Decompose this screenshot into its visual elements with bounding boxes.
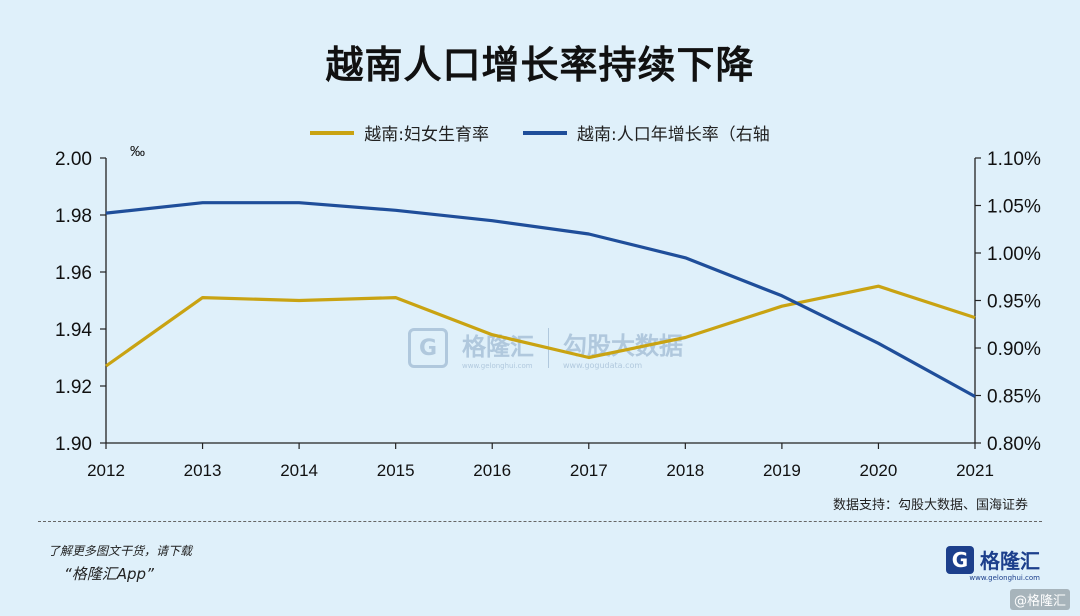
brand-logo: G 格隆汇	[946, 545, 1040, 574]
promo-line-2: “格隆汇App”	[64, 565, 154, 583]
x-tick-label: 2013	[184, 461, 222, 480]
x-tick-label: 2017	[570, 461, 608, 480]
source-note: 数据支持：勾股大数据、国海证券	[832, 498, 1028, 513]
left-tick-label: 1.92	[55, 377, 92, 398]
brand-logo-url: www.gelonghui.com	[969, 574, 1040, 582]
x-tick-label: 2021	[956, 461, 994, 480]
x-tick-label: 2019	[763, 461, 801, 480]
right-tick-label: 0.90%	[987, 339, 1041, 360]
legend-swatch-fertility	[310, 130, 355, 135]
left-tick-label: 1.96	[55, 263, 92, 284]
brand-logo-icon: G	[946, 545, 974, 574]
promo-line-1: 了解更多图文干货，请下载	[48, 544, 193, 558]
x-tick-label: 2012	[87, 461, 125, 480]
x-tick-label: 2015	[377, 461, 415, 480]
legend-item-fertility: 越南:妇女生育率	[310, 120, 489, 145]
left-tick-label: 1.90	[55, 434, 92, 455]
x-tick-label: 2018	[666, 461, 704, 480]
legend: 越南:妇女生育率 越南:人口年增长率（右轴	[0, 120, 1080, 145]
x-tick-label: 2020	[860, 461, 898, 480]
right-tick-label: 1.10%	[987, 149, 1041, 170]
corner-watermark: @格隆汇	[1009, 589, 1070, 610]
chart-title: 越南人口增长率持续下降	[325, 43, 755, 87]
legend-item-growth: 越南:人口年增长率（右轴	[523, 120, 770, 145]
left-tick-label: 1.94	[55, 320, 92, 341]
series-line-growth	[105, 201, 976, 398]
watermark-data-url: www.gogudata.com	[563, 361, 643, 370]
legend-swatch-growth	[523, 130, 567, 135]
watermark-brand-url: www.gelonghui.com	[462, 361, 533, 370]
watermark-logo-icon: G	[408, 328, 448, 368]
footer-divider	[38, 521, 1042, 522]
right-tick-label: 1.05%	[987, 197, 1041, 218]
left-axis-unit: ‰	[130, 143, 145, 160]
series-line-fertility	[105, 284, 976, 368]
x-tick-label: 2016	[473, 461, 511, 480]
right-tick-label: 1.00%	[987, 244, 1041, 265]
left-tick-label: 2.00	[55, 149, 92, 170]
right-tick-label: 0.80%	[987, 434, 1041, 455]
left-tick-label: 1.98	[55, 206, 92, 227]
legend-label-growth: 越南:人口年增长率（右轴	[577, 125, 770, 145]
brand-logo-text: 格隆汇	[980, 549, 1040, 573]
right-tick-label: 0.95%	[987, 292, 1041, 313]
legend-label-fertility: 越南:妇女生育率	[364, 125, 489, 145]
x-tick-label: 2014	[280, 461, 318, 480]
right-tick-label: 0.85%	[987, 387, 1041, 408]
